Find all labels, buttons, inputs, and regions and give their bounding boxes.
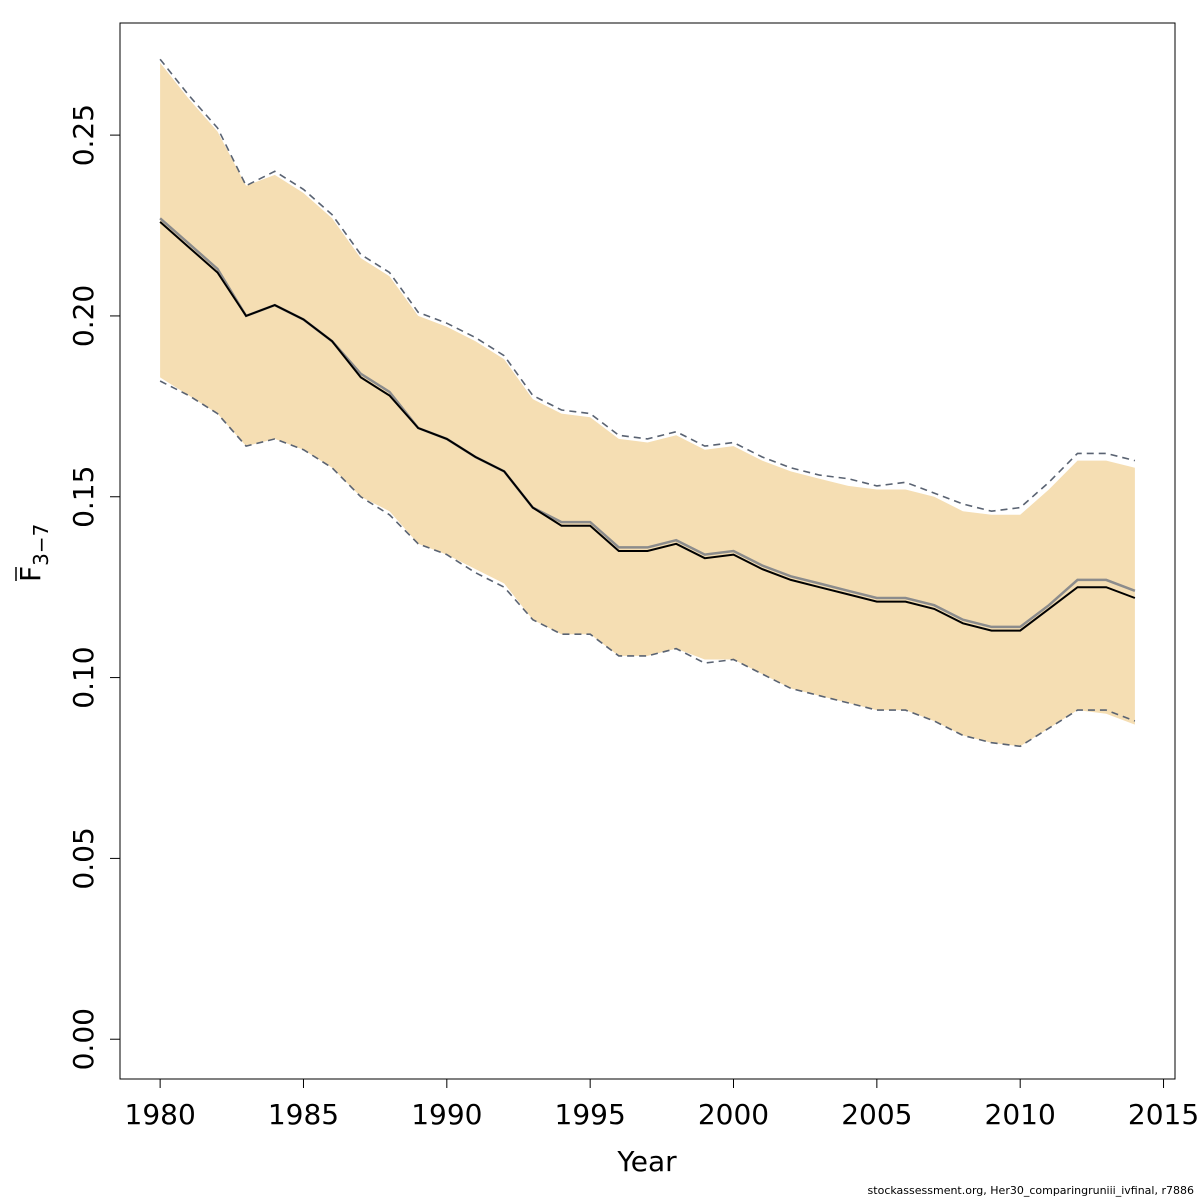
y-axis-title-main: F [14,566,47,582]
estimate-line [159,221,1136,632]
y-tick-label: 0.00 [67,1008,100,1070]
x-tick-label: 2015 [1128,1098,1199,1131]
svg-text:F3−7: F3−7 [14,524,53,582]
confidence-band [160,62,1135,747]
x-tick-label: 1980 [125,1098,196,1131]
lower-bound-line [159,380,1136,748]
footer-credit: stockassessment.org, Her30_comparingruni… [867,1184,1194,1197]
y-tick-label: 0.10 [67,646,100,708]
y-tick-label: 0.05 [67,827,100,889]
y-axis-title-sub: 3−7 [29,524,53,566]
series-lines-layer [159,58,1136,748]
upper-bound-line [159,58,1136,513]
x-tick-label: 2000 [698,1098,769,1131]
y-tick-label: 0.25 [67,104,100,166]
x-tick-label: 2005 [841,1098,912,1131]
y-axis: 0.00 0.05 0.10 0.15 0.20 0.25 [67,104,121,1070]
x-axis: 1980 1985 1990 1995 2000 2005 2010 2015 [125,1078,1199,1131]
x-tick-label: 1995 [555,1098,626,1131]
y-tick-label: 0.15 [67,466,100,528]
y-tick-label: 0.20 [67,285,100,347]
x-tick-label: 1985 [268,1098,339,1131]
x-tick-label: 2010 [985,1098,1056,1131]
y-axis-title: F3−7 [14,524,53,582]
x-axis-title: Year [616,1145,677,1178]
x-tick-label: 1990 [411,1098,482,1131]
confidence-band-layer [160,62,1135,747]
